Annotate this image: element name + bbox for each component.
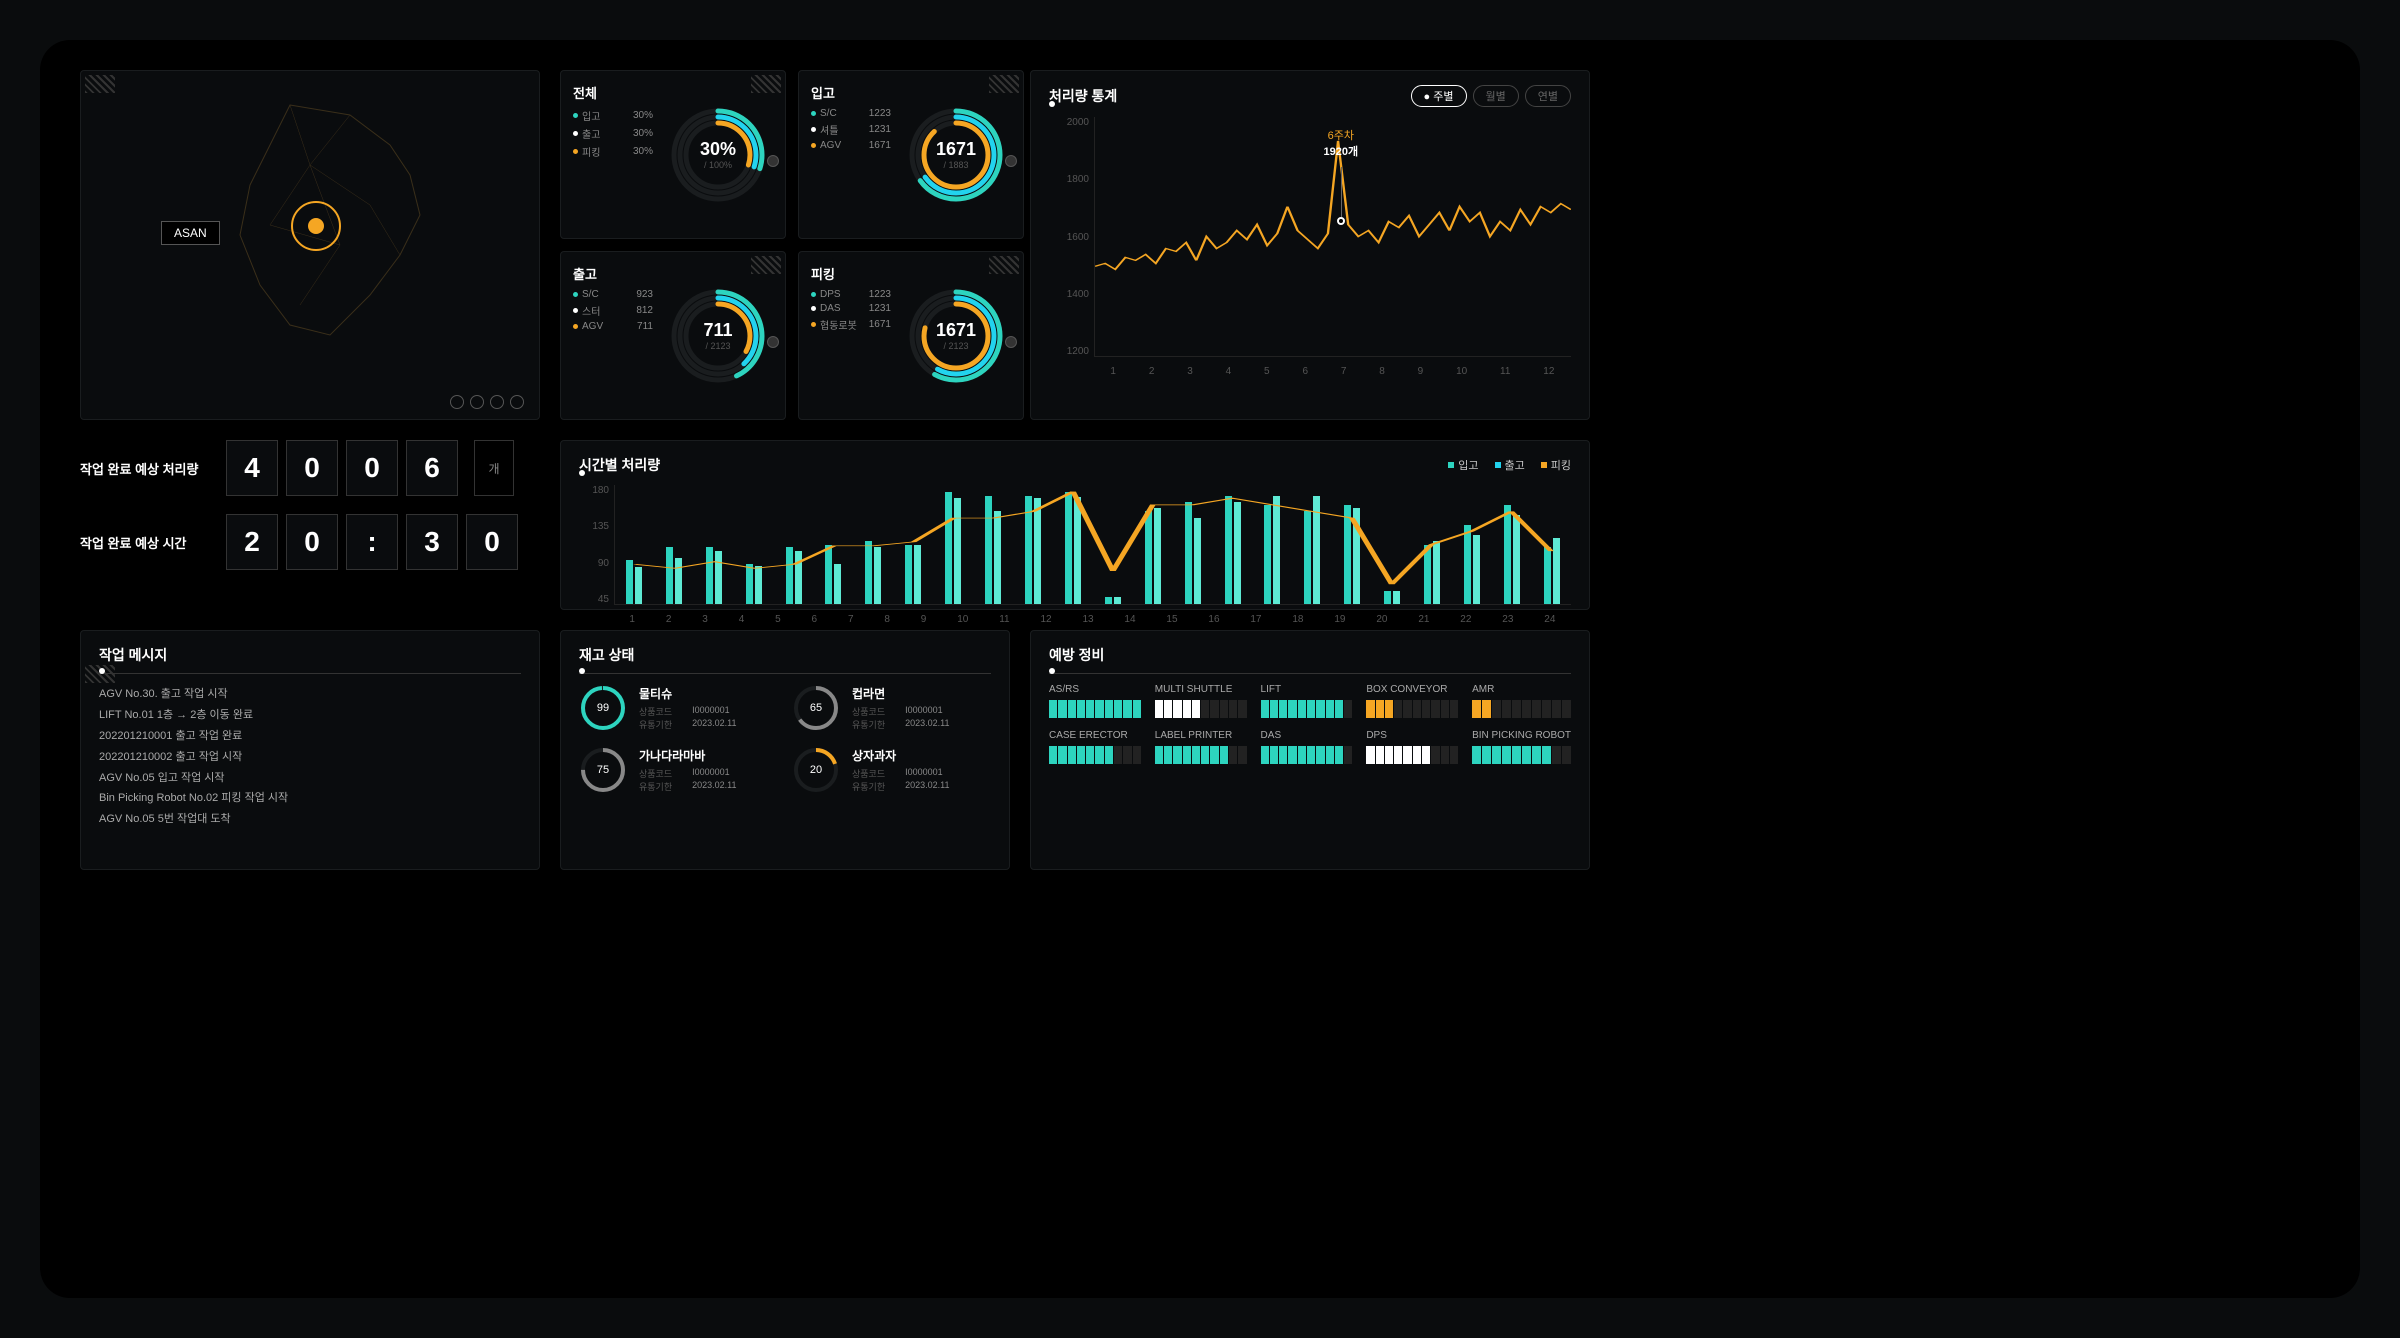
maintenance-item: LIFT	[1261, 684, 1353, 718]
period-tab-연별[interactable]: 연별	[1525, 85, 1571, 107]
stats-line-chart: 20001800160014001200 6주차 1920개 123456789…	[1049, 117, 1571, 377]
inventory-item: 20상자과자상품코드I0000001유통기한2023.02.11	[792, 746, 991, 794]
map-location-label: ASAN	[161, 221, 220, 245]
maintenance-item: LABEL PRINTER	[1155, 730, 1247, 764]
maintenance-item: BIN PICKING ROBOT	[1472, 730, 1571, 764]
message-item: AGV No.05 5번 작업대 도착	[99, 809, 521, 830]
kpi-digit: 0	[466, 514, 518, 570]
inventory-item: 65컵라면상품코드I0000001유통기한2023.02.11	[792, 684, 991, 732]
gauge-입고: 입고S/C1223셔틀1231AGV16711671/ 1883	[798, 70, 1024, 239]
hourly-legend: 입고출고피킹	[1448, 457, 1571, 473]
maintenance-item: AS/RS	[1049, 684, 1141, 718]
map-mini-controls[interactable]	[450, 395, 524, 409]
kpi-digit: 4	[226, 440, 278, 496]
inventory-item: 75가나다라마바상품코드I0000001유통기한2023.02.11	[579, 746, 778, 794]
maintenance-item: BOX CONVEYOR	[1366, 684, 1458, 718]
maintenance-item: DPS	[1366, 730, 1458, 764]
kpi-digit: :	[346, 514, 398, 570]
messages-title: 작업 메시지	[99, 645, 521, 674]
kpi-time-label: 작업 완료 예상 시간	[80, 533, 210, 552]
period-tabs: 주별 월별 연별	[1411, 85, 1571, 107]
maintenance-title: 예방 정비	[1049, 645, 1571, 674]
message-list: AGV No.30. 출고 작업 시작LIFT No.01 1층 → 2층 이동…	[99, 684, 521, 830]
kpi-digit: 0	[286, 514, 338, 570]
gauge-전체: 전체입고30%출고30%피킹30%30%/ 100%	[560, 70, 786, 239]
message-item: 202201210002 출고 작업 시작	[99, 747, 521, 768]
kpi-digit: 3	[406, 514, 458, 570]
maintenance-panel: 예방 정비 AS/RS MULTI SHUTTLE LIFT BOX CONVEYOR…	[1030, 630, 1590, 870]
kpi-digit: 2	[226, 514, 278, 570]
kpi-panel: 작업 완료 예상 처리량 4006 개 작업 완료 예상 시간 20:30	[80, 440, 540, 610]
kpi-digit: 0	[286, 440, 338, 496]
maintenance-item: MULTI SHUTTLE	[1155, 684, 1247, 718]
message-item: AGV No.30. 출고 작업 시작	[99, 684, 521, 705]
map-panel: ASAN	[80, 70, 540, 420]
message-item: 202201210001 출고 작업 완료	[99, 726, 521, 747]
stats-panel: 처리량 통계 주별 월별 연별 20001800160014001200 6주차 1…	[1030, 70, 1590, 420]
hourly-title: 시간별 처리량	[579, 455, 660, 475]
maintenance-item: DAS	[1261, 730, 1353, 764]
message-item: AGV No.05 입고 작업 시작	[99, 768, 521, 789]
gauge-출고: 출고S/C923스터812AGV711711/ 2123	[560, 251, 786, 420]
period-tab-주별[interactable]: 주별	[1411, 85, 1467, 107]
stats-title: 처리량 통계	[1049, 86, 1117, 106]
map-marker-icon	[291, 201, 341, 251]
gauge-피킹: 피킹DPS1223DAS1231협동로봇16711671/ 2123	[798, 251, 1024, 420]
maintenance-item: AMR	[1472, 684, 1571, 718]
gauges-grid: 전체입고30%출고30%피킹30%30%/ 100%입고S/C1223셔틀123…	[560, 70, 1010, 420]
messages-panel: 작업 메시지 AGV No.30. 출고 작업 시작LIFT No.01 1층 …	[80, 630, 540, 870]
message-item: LIFT No.01 1층 → 2층 이동 완료	[99, 705, 521, 726]
kpi-throughput-label: 작업 완료 예상 처리량	[80, 459, 210, 478]
inventory-panel: 재고 상태 99물티슈상품코드I0000001유통기한2023.02.11 65컵…	[560, 630, 1010, 870]
inventory-title: 재고 상태	[579, 645, 991, 674]
kpi-unit: 개	[474, 440, 514, 496]
maintenance-item: CASE ERECTOR	[1049, 730, 1141, 764]
inventory-item: 99물티슈상품코드I0000001유통기한2023.02.11	[579, 684, 778, 732]
chart-tooltip: 6주차 1920개	[1323, 127, 1358, 159]
hourly-panel: 시간별 처리량 입고출고피킹 1801359045 12345678910111…	[560, 440, 1590, 610]
hourly-bar-chart: 1801359045 12345678910111213141516171819…	[579, 485, 1571, 625]
period-tab-월별[interactable]: 월별	[1473, 85, 1519, 107]
kpi-digit: 0	[346, 440, 398, 496]
kpi-digit: 6	[406, 440, 458, 496]
message-item: Bin Picking Robot No.02 피킹 작업 시작	[99, 788, 521, 809]
